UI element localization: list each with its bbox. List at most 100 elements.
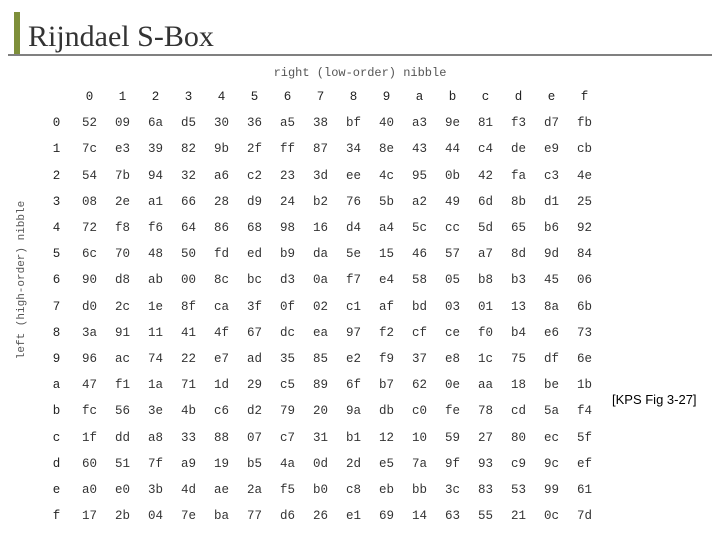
col-h: 9	[370, 84, 403, 110]
sbox-cell: f8	[106, 215, 139, 241]
sbox-cell: f1	[106, 372, 139, 398]
sbox-cell: ff	[271, 136, 304, 162]
sbox-cell: 25	[568, 189, 601, 215]
sbox-cell: d7	[535, 110, 568, 136]
sbox-cell: 28	[205, 189, 238, 215]
sbox-cell: ee	[337, 163, 370, 189]
sbox-cell: 23	[271, 163, 304, 189]
sbox-cell: f9	[370, 346, 403, 372]
sbox-cell: 9d	[535, 241, 568, 267]
sbox-cell: 48	[139, 241, 172, 267]
sbox-cell: 52	[73, 110, 106, 136]
sbox-cell: e6	[535, 320, 568, 346]
sbox-cell: c4	[469, 136, 502, 162]
sbox-cell: b1	[337, 424, 370, 450]
corner-cell	[40, 84, 73, 110]
sbox-cell: 38	[304, 110, 337, 136]
sbox-cell: 32	[172, 163, 205, 189]
sbox-cell: 1a	[139, 372, 172, 398]
sbox-cell: f6	[139, 215, 172, 241]
sbox-cell: 11	[139, 320, 172, 346]
sbox-cell: b0	[304, 477, 337, 503]
sbox-cell: 6b	[568, 294, 601, 320]
sbox-cell: 49	[436, 189, 469, 215]
sbox-cell: 7c	[73, 136, 106, 162]
sbox-cell: bb	[403, 477, 436, 503]
sbox-cell: bc	[238, 267, 271, 293]
sbox-cell: d0	[73, 294, 106, 320]
sbox-cell: d2	[238, 398, 271, 424]
sbox-cell: 21	[502, 503, 535, 529]
sbox-cell: fe	[436, 398, 469, 424]
sbox-cell: 9c	[535, 451, 568, 477]
sbox-cell: 35	[271, 346, 304, 372]
table-row: 472f8f66486689816d4a45ccc5d65b692	[40, 215, 601, 241]
sbox-cell: 15	[370, 241, 403, 267]
sbox-cell: 8e	[370, 136, 403, 162]
sbox-cell: 4b	[172, 398, 205, 424]
sbox-cell: de	[502, 136, 535, 162]
sbox-cell: 7d	[568, 503, 601, 529]
sbox-cell: 7b	[106, 163, 139, 189]
sbox-cell: aa	[469, 372, 502, 398]
table-row: 7d02c1e8fca3f0f02c1afbd0301138a6b	[40, 294, 601, 320]
sbox-cell: 53	[502, 477, 535, 503]
sbox-cell: 78	[469, 398, 502, 424]
row-h: 6	[40, 267, 73, 293]
col-h: 4	[205, 84, 238, 110]
sbox-cell: e2	[337, 346, 370, 372]
sbox-cell: d1	[535, 189, 568, 215]
col-h: 7	[304, 84, 337, 110]
sbox-cell: f5	[271, 477, 304, 503]
sbox-cell: 1f	[73, 424, 106, 450]
col-header-row: 0 1 2 3 4 5 6 7 8 9 a b c d e f	[40, 84, 601, 110]
sbox-cell: 3a	[73, 320, 106, 346]
row-h: 8	[40, 320, 73, 346]
sbox-cell: 74	[139, 346, 172, 372]
sbox-cell: e3	[106, 136, 139, 162]
sbox-cell: b9	[271, 241, 304, 267]
sbox-cell: 14	[403, 503, 436, 529]
sbox-cell: ae	[205, 477, 238, 503]
sbox-cell: 91	[106, 320, 139, 346]
sbox-cell: 60	[73, 451, 106, 477]
sbox-cell: 5c	[403, 215, 436, 241]
sbox-cell: 3f	[238, 294, 271, 320]
sbox-cell: 1d	[205, 372, 238, 398]
sbox-cell: 7e	[172, 503, 205, 529]
col-h: e	[535, 84, 568, 110]
sbox-cell: 4a	[271, 451, 304, 477]
sbox-cell: e5	[370, 451, 403, 477]
title-accent	[14, 12, 20, 54]
col-h: f	[568, 84, 601, 110]
sbox-cell: 1c	[469, 346, 502, 372]
sbox-cell: 83	[469, 477, 502, 503]
sbox-cell: 98	[271, 215, 304, 241]
sbox-cell: 73	[568, 320, 601, 346]
row-h: b	[40, 398, 73, 424]
sbox-cell: 54	[73, 163, 106, 189]
sbox-cell: 12	[370, 424, 403, 450]
sbox-cell: c8	[337, 477, 370, 503]
sbox-cell: 36	[238, 110, 271, 136]
sbox-cell: c9	[502, 451, 535, 477]
table-row: ea0e03b4dae2af5b0c8ebbb3c83539961	[40, 477, 601, 503]
sbox-cell: 8c	[205, 267, 238, 293]
sbox-cell: 5f	[568, 424, 601, 450]
row-h: 9	[40, 346, 73, 372]
sbox-cell: f4	[568, 398, 601, 424]
table-row: 2547b9432a6c2233dee4c950b42fac34e	[40, 163, 601, 189]
sbox-cell: a1	[139, 189, 172, 215]
row-h: 2	[40, 163, 73, 189]
sbox-cell: 41	[172, 320, 205, 346]
sbox-cell: ac	[106, 346, 139, 372]
sbox-cell: 43	[403, 136, 436, 162]
sbox-cell: 7a	[403, 451, 436, 477]
table-row: 052096ad53036a538bf40a39e81f3d7fb	[40, 110, 601, 136]
sbox-cell: fd	[205, 241, 238, 267]
sbox-cell: a6	[205, 163, 238, 189]
sbox-cell: ec	[535, 424, 568, 450]
sbox-cell: 65	[502, 215, 535, 241]
sbox-cell: df	[535, 346, 568, 372]
sbox-cell: 85	[304, 346, 337, 372]
